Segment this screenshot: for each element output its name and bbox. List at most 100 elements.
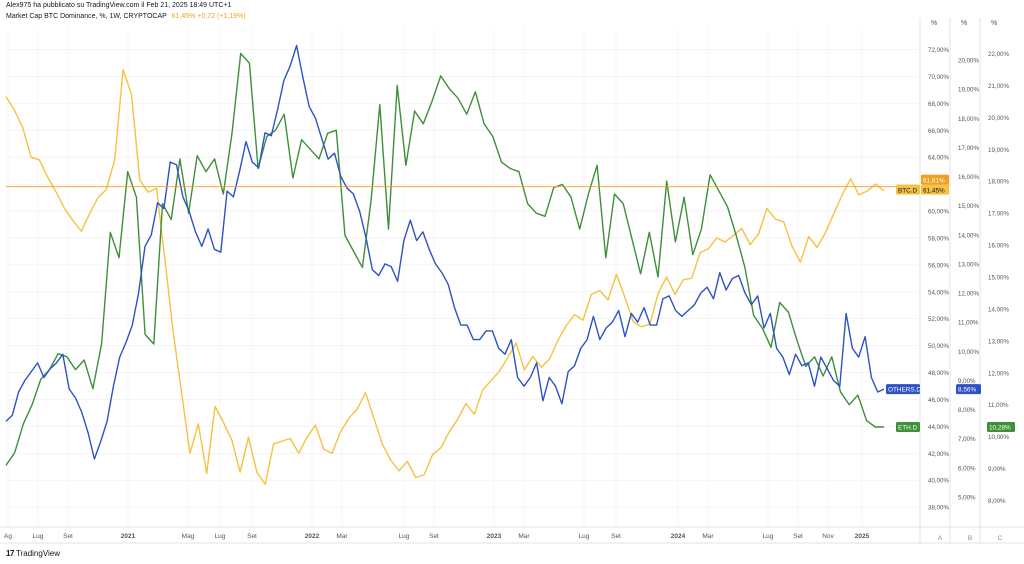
x-tick-label: Nov bbox=[822, 533, 834, 540]
y-tick-label: 58,00% bbox=[928, 235, 949, 242]
x-tick-label: Set bbox=[247, 533, 257, 540]
series-title: Market Cap BTC Dominance, %, 1W, CRYPTOC… bbox=[6, 13, 167, 20]
y-tick-label: 12,00% bbox=[958, 291, 979, 298]
eth-series-name: ETH.D bbox=[898, 425, 918, 432]
x-tick-label: 2025 bbox=[855, 533, 870, 540]
x-tick-label: Mar bbox=[336, 533, 348, 540]
x-tick-label: Lug bbox=[215, 533, 226, 540]
y-tick-label: 66,00% bbox=[928, 128, 949, 135]
y-tick-label: 21,00% bbox=[988, 83, 1009, 90]
y-tick-label: 6,00% bbox=[958, 465, 976, 472]
others-series-name-bg bbox=[886, 384, 920, 395]
y-tick-label: 22,00% bbox=[988, 51, 1009, 58]
y-tick-label: 44,00% bbox=[928, 424, 949, 431]
x-tick-label: Lug bbox=[399, 533, 410, 540]
y-tick-label: 7,00% bbox=[958, 436, 976, 443]
axis-unit-label: % bbox=[991, 20, 997, 27]
tradingview-wordmark: TradingView bbox=[15, 549, 61, 558]
y-tick-label: 8,00% bbox=[988, 498, 1006, 505]
y-tick-label: 40,00% bbox=[928, 478, 949, 485]
eth-last-value-bg bbox=[987, 422, 1015, 433]
axis-unit-label: % bbox=[931, 20, 937, 27]
y-tick-label: 14,00% bbox=[958, 232, 979, 239]
series-line-others-d bbox=[5, 44, 885, 460]
y-tick-label: 70,00% bbox=[928, 74, 949, 81]
x-tick-label: Set bbox=[793, 533, 803, 540]
x-tick-label: Lug bbox=[33, 533, 44, 540]
y-tick-label: 54,00% bbox=[928, 289, 949, 296]
grid-layer bbox=[6, 28, 918, 526]
eth-series-name-bg bbox=[896, 422, 920, 433]
y-tick-label: 18,00% bbox=[958, 116, 979, 123]
y-tick-label: 15,00% bbox=[988, 275, 1009, 282]
series-lines bbox=[5, 44, 885, 485]
x-tick-label: 2023 bbox=[487, 533, 502, 540]
y-tick-label: 10,00% bbox=[958, 349, 979, 356]
tradingview-logo[interactable]: 17 TradingView bbox=[6, 549, 60, 558]
y-tick-label: 19,00% bbox=[958, 87, 979, 94]
y-tick-label: 56,00% bbox=[928, 262, 949, 269]
tradingview-mark: 17 bbox=[6, 549, 14, 558]
y-tick-label: 17,00% bbox=[988, 211, 1009, 218]
y-tick-label: 15,00% bbox=[958, 203, 979, 210]
y-tick-label: 46,00% bbox=[928, 397, 949, 404]
y-tick-label: 11,00% bbox=[958, 320, 979, 327]
axis-unit-label: % bbox=[961, 20, 967, 27]
btc-series-name-bg bbox=[896, 184, 920, 195]
y-tick-label: 38,00% bbox=[928, 505, 949, 512]
y-tick-label: 42,00% bbox=[928, 451, 949, 458]
x-axis-ticks: Ag Lug Set 2021 Mag Lug Set 2022 Mar Lug Set 2023 Ma… bbox=[4, 533, 870, 540]
axis-footer-label: A bbox=[938, 535, 943, 542]
x-tick-label: Mag bbox=[182, 533, 195, 540]
x-tick-label: Mar bbox=[702, 533, 714, 540]
y-tick-label: 19,00% bbox=[988, 147, 1009, 154]
btc-last-value: 61,45% bbox=[923, 187, 945, 194]
x-tick-label: Set bbox=[63, 533, 73, 540]
y-tick-label: 48,00% bbox=[928, 370, 949, 377]
others-series-name: OTHERS.D bbox=[888, 387, 921, 394]
y-tick-label: 68,00% bbox=[928, 101, 949, 108]
last-value-labels: 61,81% 61,45% BTC.D OTHERS.D 8,56% ETH.D 10,28… bbox=[886, 174, 1015, 433]
y-tick-label: 17,00% bbox=[958, 145, 979, 152]
x-tick-label: Set bbox=[429, 533, 439, 540]
btc-series-name: BTC.D bbox=[898, 187, 918, 194]
series-line-btc-d bbox=[5, 69, 885, 485]
y-tick-label: 13,00% bbox=[988, 338, 1009, 345]
y-tick-label: 20,00% bbox=[988, 115, 1009, 122]
btc-crosshair-value-bg bbox=[921, 174, 949, 185]
y-tick-label: 5,00% bbox=[958, 494, 976, 501]
series-legend: Market Cap BTC Dominance, %, 1W, CRYPTOC… bbox=[6, 13, 246, 20]
y-tick-label: 12,00% bbox=[988, 370, 1009, 377]
x-tick-label: Ag bbox=[4, 533, 12, 540]
y-tick-label: 10,00% bbox=[988, 434, 1009, 441]
others-last-value: 8,56% bbox=[958, 387, 976, 394]
axis-footer-label: C bbox=[998, 535, 1003, 542]
x-tick-label: 2021 bbox=[121, 533, 136, 540]
series-value: 61,45% +0,72 (+1,19%) bbox=[171, 13, 246, 20]
axis-footer-label: B bbox=[968, 535, 972, 542]
y-tick-label: 9,00% bbox=[958, 378, 976, 385]
y-tick-label: 60,00% bbox=[928, 209, 949, 216]
y-tick-label: 72,00% bbox=[928, 47, 949, 54]
btc-crosshair-value: 61,81% bbox=[923, 177, 945, 184]
y-tick-label: 8,00% bbox=[958, 407, 976, 414]
x-tick-label: Set bbox=[611, 533, 621, 540]
publisher-line: Alex975 ha pubblicato su TradingView.com… bbox=[6, 2, 232, 9]
y-tick-label: 11,00% bbox=[988, 402, 1009, 409]
y-tick-label: 52,00% bbox=[928, 316, 949, 323]
y-tick-label: 20,00% bbox=[958, 58, 979, 65]
x-tick-label: Lug bbox=[763, 533, 774, 540]
y-tick-label: 64,00% bbox=[928, 155, 949, 162]
x-tick-label: 2022 bbox=[305, 533, 320, 540]
y-tick-label: 16,00% bbox=[958, 174, 979, 181]
others-last-value-bg bbox=[956, 384, 981, 395]
y-axis-ticks: %A72,00%70,00%68,00%66,00%64,00%62,00%60… bbox=[928, 20, 1009, 542]
series-line-eth-d bbox=[5, 52, 884, 466]
y-tick-label: 13,00% bbox=[958, 261, 979, 268]
x-tick-label: Lug bbox=[579, 533, 590, 540]
y-tick-label: 14,00% bbox=[988, 306, 1009, 313]
y-tick-label: 50,00% bbox=[928, 343, 949, 350]
btc-last-value-bg bbox=[921, 184, 949, 195]
x-tick-label: Mar bbox=[518, 533, 530, 540]
